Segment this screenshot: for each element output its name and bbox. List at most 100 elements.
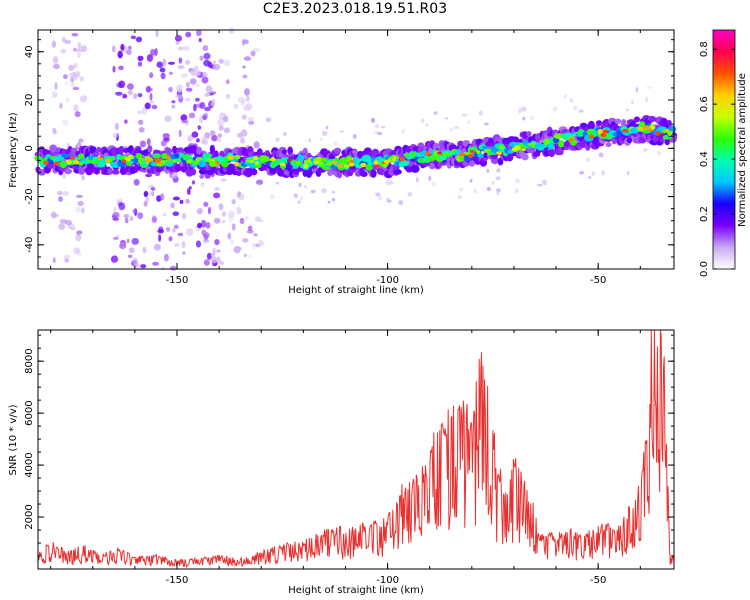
spectrogram-band-peak	[458, 152, 466, 157]
spectrogram-noise-point	[59, 102, 63, 109]
spectrogram-noise-point	[218, 125, 224, 131]
spectrogram-band-peak	[303, 164, 309, 169]
spectrogram-noise-point	[176, 84, 183, 93]
spectrogram-noise-point	[202, 139, 209, 146]
spectrogram-noise-point	[210, 256, 218, 264]
spectrogram-noise-point	[118, 65, 124, 71]
spectrogram-band-peak	[349, 162, 355, 167]
spectrogram-noise-point	[321, 188, 327, 194]
spectrogram-noise-point	[113, 236, 119, 240]
spectrogram-band-halo	[287, 147, 293, 156]
spectrogram-noise-point	[112, 132, 118, 138]
spectrogram-noise-point	[184, 60, 191, 65]
spectrogram-band-core	[365, 164, 373, 171]
spectrogram-band-peak	[467, 153, 474, 158]
spectrogram-noise-point	[310, 189, 316, 194]
spectrogram-band-peak	[642, 125, 650, 130]
spectrogram-band-peak	[600, 132, 607, 137]
snr-panel: -150 -100 -50 2000 4000 6000 8000 Height of s…	[8, 329, 675, 596]
snr-y-tick-label: 4000	[24, 452, 35, 477]
spectrogram-band-core	[198, 159, 207, 168]
spectrogram-noise-point	[60, 49, 67, 54]
spectrogram-noise-point	[385, 179, 391, 186]
spectrogram-band-halo	[548, 148, 556, 158]
spectrogram-panel: -150 -100 -50 -40 -20 0 20 40 Height of straig…	[8, 27, 678, 296]
spectrogram-band-peak	[499, 145, 504, 150]
spectrogram-noise-point	[428, 176, 432, 181]
spectrogram-noise-point	[52, 257, 56, 264]
spectrogram-noise-point	[117, 50, 123, 59]
spectrogram-noise-point	[204, 132, 211, 139]
spectrogram-band-peak	[392, 157, 397, 162]
spectrogram-noise-point	[177, 46, 185, 51]
spectrogram-noise-point	[252, 174, 256, 178]
spectrogram-y-tick-label: -40	[24, 237, 35, 253]
spectrogram-noise-point	[172, 196, 180, 201]
spectrogram-noise-point	[74, 111, 81, 118]
spectrogram-noise-point	[333, 141, 338, 146]
spectrogram-noise-point	[469, 178, 473, 183]
spectrogram-band-halo	[106, 168, 114, 175]
spectrogram-noise-point	[137, 55, 144, 61]
spectrogram-noise-point	[275, 137, 280, 142]
spectrogram-band-halo	[469, 160, 475, 167]
spectrogram-band-peak	[192, 160, 200, 165]
spectrogram-noise-point	[169, 265, 177, 271]
spectrogram-noise-point	[200, 182, 205, 187]
spectrogram-band-peak	[520, 148, 527, 151]
snr-x-ticks: -150 -100 -50	[50, 330, 641, 586]
spectrogram-band-peak	[167, 159, 172, 163]
spectrogram-noise-point	[62, 171, 66, 179]
spectrogram-noise-point	[407, 192, 412, 197]
spectrogram-noise-point	[449, 127, 454, 132]
spectrogram-noise-point	[201, 229, 206, 235]
spectrogram-noise-point	[196, 29, 202, 37]
spectrogram-band-peak	[105, 159, 111, 163]
spectrogram-noise-point	[473, 188, 477, 194]
spectrogram-noise-point	[242, 39, 249, 44]
snr-y-tick-label: 2000	[24, 504, 35, 529]
spectrogram-noise-point	[537, 183, 543, 187]
spectrogram-noise-point	[160, 72, 166, 80]
spectrogram-noise-point	[569, 98, 574, 103]
spectrogram-noise-point	[188, 186, 192, 190]
spectrogram-noise-point	[588, 176, 592, 179]
spectrogram-noise-point	[222, 220, 226, 224]
spectrogram-noise-point	[81, 174, 85, 181]
spectrogram-band-peak	[325, 162, 333, 167]
spectrogram-noise-point	[552, 106, 558, 112]
spectrogram-noise-point	[64, 81, 69, 86]
spectrogram-noise-point	[626, 108, 629, 112]
spectrogram-noise-point	[164, 115, 172, 122]
spectrogram-noise-point	[115, 91, 123, 96]
spectrogram-noise-point	[491, 180, 495, 186]
spectrogram-noise-point	[73, 104, 79, 112]
spectrogram-noise-point	[184, 97, 191, 102]
spectrogram-band-core	[616, 130, 623, 138]
spectrogram-noise-point	[75, 206, 81, 213]
spectrogram-band-peak	[569, 137, 574, 142]
spectrogram-noise-point	[225, 79, 230, 85]
spectrogram-noise-point	[467, 120, 470, 124]
spectrogram-band-core	[221, 161, 229, 168]
spectrogram-band-peak	[317, 162, 324, 166]
spectrogram-noise-point	[152, 261, 160, 266]
spectrogram-noise-point	[253, 233, 258, 237]
spectrogram-noise-point	[162, 58, 167, 67]
spectrogram-noise-point	[186, 187, 191, 196]
spectrogram-noise-point	[178, 129, 182, 138]
spectrogram-noise-point	[586, 157, 591, 162]
spectrogram-noise-point	[219, 260, 224, 266]
spectrogram-noise-point	[245, 95, 250, 103]
spectrogram-noise-point	[81, 207, 85, 214]
spectrogram-noise-point	[158, 234, 162, 242]
snr-x-axis-label: Height of straight line (km)	[288, 585, 424, 596]
spectrogram-noise-point	[387, 199, 392, 203]
spectrogram-noise-point	[168, 61, 175, 65]
spectrogram-band-core	[161, 152, 168, 160]
spectrogram-band-core	[135, 153, 143, 159]
spectrogram-noise-point	[331, 190, 336, 194]
spectrogram-noise-point	[308, 138, 312, 143]
spectrogram-noise-point	[221, 211, 227, 217]
spectrogram-noise-point	[113, 206, 117, 213]
